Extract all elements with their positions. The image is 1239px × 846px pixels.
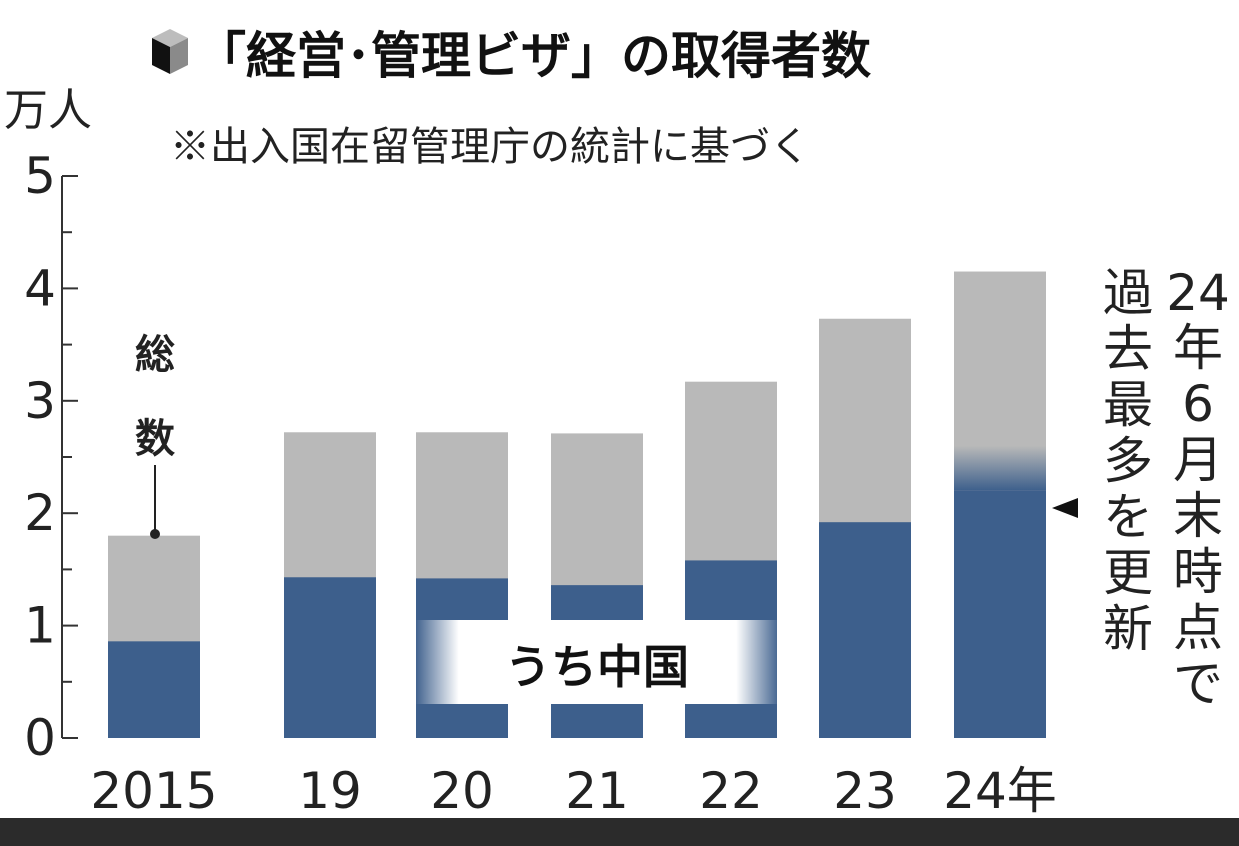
record-note-char: 年 bbox=[1173, 319, 1223, 377]
record-pointer-icon bbox=[1052, 498, 1078, 518]
x-tick-label: 20 bbox=[430, 762, 494, 818]
cube-icon bbox=[152, 29, 188, 74]
bar-chart: 「経営･管理ビザ」の取得者数 万人 ※出入国在留管理庁の統計に基づく 01234… bbox=[4, 27, 1230, 818]
record-note-char: 更 bbox=[1103, 544, 1153, 602]
record-note-char: 末 bbox=[1173, 487, 1223, 545]
record-note-char: 24 bbox=[1166, 264, 1230, 322]
y-tick-label: 0 bbox=[24, 709, 56, 767]
y-tick-label: 3 bbox=[24, 372, 56, 430]
x-tick-label: 21 bbox=[565, 762, 629, 818]
bar-china-fade bbox=[954, 445, 1046, 491]
china-series-label: うち中国 bbox=[505, 640, 689, 694]
total-annotation-char-2: 数 bbox=[135, 416, 175, 462]
x-tick-label: 24年 bbox=[943, 762, 1057, 818]
record-note-char: で bbox=[1173, 655, 1223, 713]
x-tick-label: 19 bbox=[298, 762, 362, 818]
y-axis-unit-label: 万人 bbox=[4, 85, 92, 136]
record-note-char: を bbox=[1103, 488, 1153, 546]
record-note-char: 過 bbox=[1103, 264, 1153, 322]
record-note-char: 最 bbox=[1103, 376, 1153, 434]
record-note-char: 新 bbox=[1103, 600, 1153, 658]
record-note-char: 時 bbox=[1173, 543, 1223, 601]
bottom-bar bbox=[0, 818, 1239, 846]
bar-china bbox=[284, 577, 376, 738]
total-annotation-dot bbox=[150, 529, 160, 539]
y-tick-label: 1 bbox=[24, 597, 56, 655]
bar-china bbox=[108, 641, 200, 738]
chart-subtitle: ※出入国在留管理庁の統計に基づく bbox=[170, 124, 810, 170]
x-tick-label: 23 bbox=[833, 762, 897, 818]
record-note-char: 点 bbox=[1173, 599, 1223, 657]
y-tick-label: 2 bbox=[24, 484, 56, 542]
x-tick-label: 22 bbox=[699, 762, 763, 818]
china-label-box bbox=[415, 620, 780, 704]
chart-title: 「経営･管理ビザ」の取得者数 bbox=[196, 27, 871, 85]
record-note-char: 6 bbox=[1182, 375, 1214, 433]
record-note-char: 多 bbox=[1103, 432, 1153, 490]
bar-china bbox=[954, 490, 1046, 738]
record-note-char: 去 bbox=[1103, 320, 1153, 378]
y-tick-label: 5 bbox=[24, 147, 56, 205]
bar-china bbox=[819, 522, 911, 738]
total-annotation-char-1: 総 bbox=[135, 332, 175, 378]
y-tick-label: 4 bbox=[24, 259, 56, 317]
record-note-char: 月 bbox=[1173, 431, 1223, 489]
x-tick-label: 2015 bbox=[90, 762, 217, 818]
